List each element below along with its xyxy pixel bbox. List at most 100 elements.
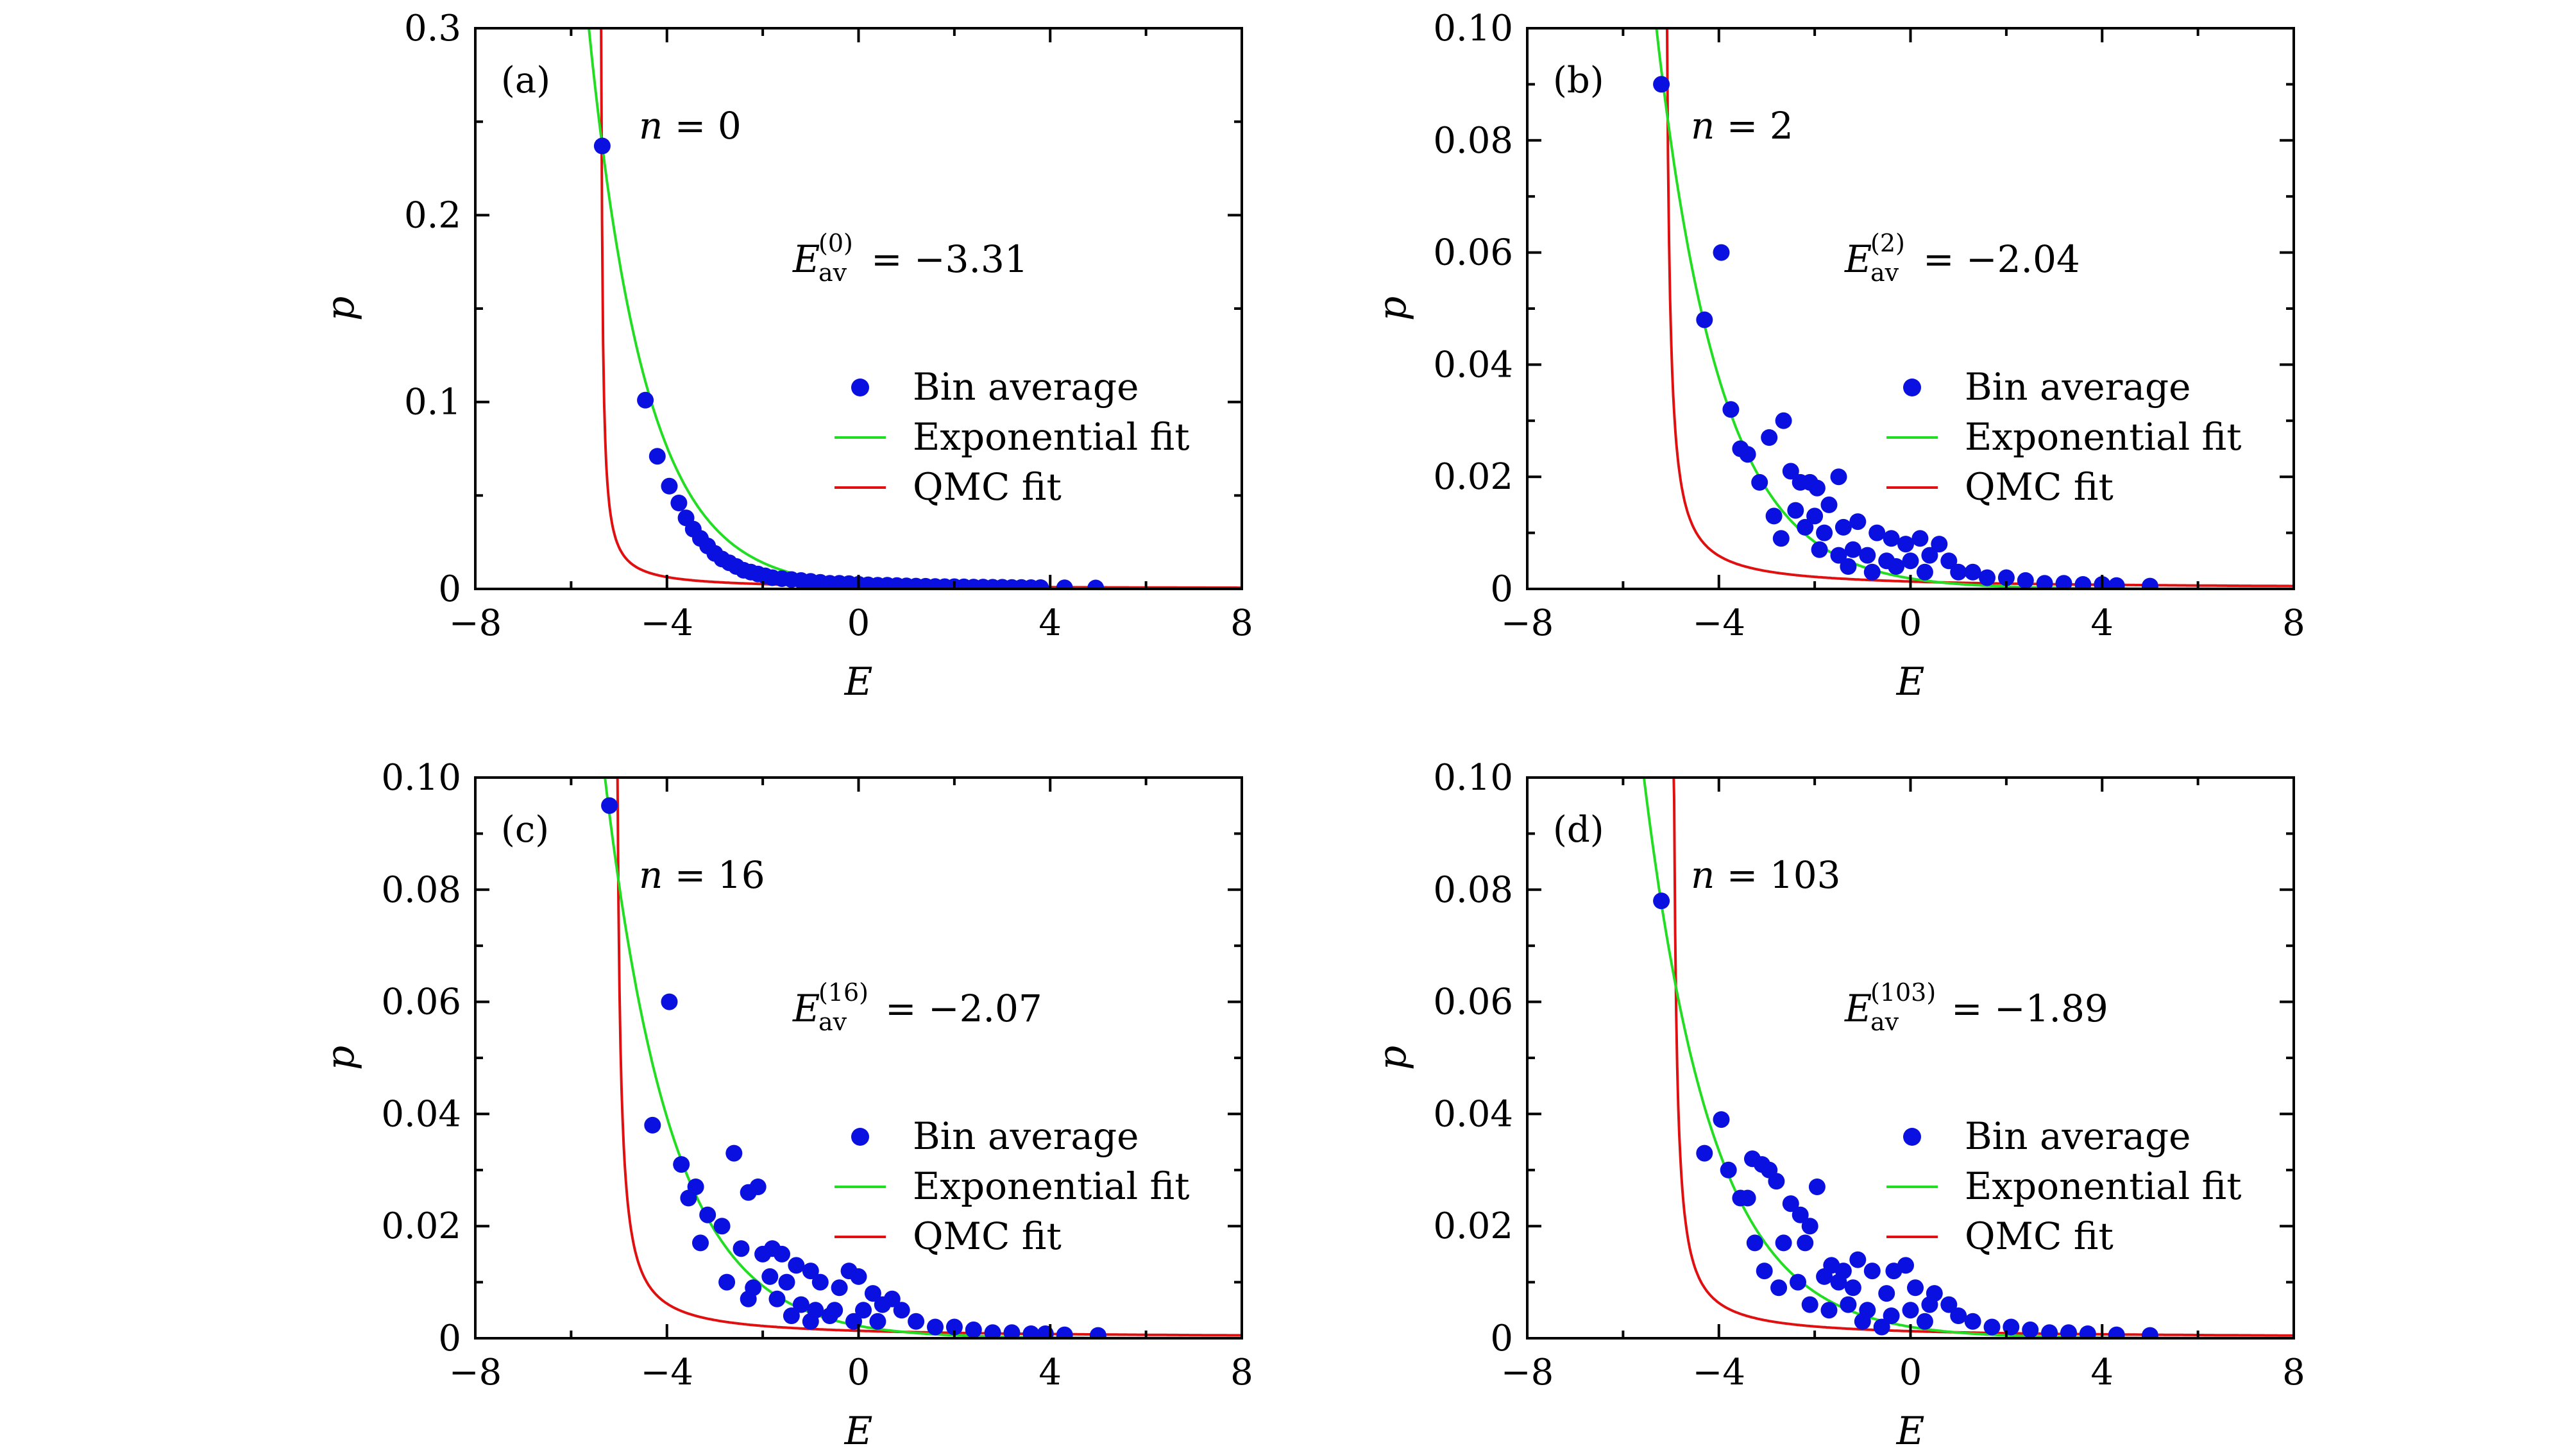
x-tick-label: 8 (1230, 1352, 1253, 1393)
x-tick-label: 0 (847, 1352, 870, 1393)
n-value: = 0 (663, 104, 741, 148)
data-point (1720, 1161, 1737, 1178)
data-point (965, 1321, 982, 1338)
data-point (927, 1318, 944, 1336)
data-point (680, 1189, 697, 1207)
data-point (601, 797, 618, 814)
n-annotation: n = 0 (639, 104, 741, 148)
data-point (718, 1273, 736, 1291)
eav-value: = −3.31 (871, 237, 1028, 281)
y-tick-label: 0.02 (381, 1205, 461, 1247)
data-point (1775, 412, 1792, 429)
y-tick-label: 0.04 (1433, 1093, 1513, 1135)
y-tick-label: 0.06 (381, 982, 461, 1023)
data-point (670, 495, 688, 511)
n-annotation: n = 2 (1691, 104, 1793, 148)
data-point (1653, 76, 1670, 93)
data-point (1964, 563, 1981, 581)
data-point (1806, 507, 1824, 525)
data-point (1782, 1195, 1799, 1212)
data-point (831, 1279, 848, 1297)
x-tick-label: −8 (1501, 602, 1554, 644)
x-tick-label: 0 (1899, 1352, 1922, 1393)
exponential-fit-curve (1642, 778, 2294, 1338)
y-tick-label: 0.06 (1433, 232, 1513, 274)
legend-label-points: Bin average (913, 1114, 1139, 1158)
data-point (1811, 541, 1828, 558)
legend-marker-points (1903, 1128, 1921, 1146)
data-point (1797, 518, 1814, 536)
data-point (1790, 1273, 1806, 1291)
data-point (1835, 518, 1852, 536)
data-point (1808, 1178, 1826, 1195)
y-tick-label: 0.08 (1433, 869, 1513, 911)
x-tick-label: 4 (1038, 1352, 1062, 1393)
legend-marker-points (1903, 379, 1921, 396)
data-point (1830, 468, 1847, 486)
data-point (1931, 536, 1948, 553)
eav-subscript: av (818, 259, 847, 287)
data-point (2060, 1324, 2077, 1338)
data-point (2074, 576, 2092, 589)
legend-label-exponential: Exponential fit (1965, 415, 2242, 459)
data-point (1022, 1325, 1040, 1338)
plot-frame (1526, 776, 2295, 1340)
data-point (1816, 524, 1833, 541)
data-point (1940, 1296, 1958, 1313)
x-axis-title: E (844, 1409, 873, 1454)
data-point (864, 1285, 881, 1302)
plot-area (1642, 778, 2294, 1338)
qmc-fit-curve (1672, 778, 2294, 1337)
y-tick-label: 0.04 (381, 1093, 461, 1135)
data-point (1983, 1318, 2001, 1336)
data-point (1782, 463, 1799, 480)
data-point (1916, 563, 1933, 581)
data-point (673, 1156, 690, 1173)
data-point (1844, 1279, 1861, 1297)
x-tick-label: 4 (1038, 602, 1062, 644)
legend-label-qmc: QMC fit (913, 1214, 1062, 1258)
eav-symbol: E (1844, 987, 1872, 1030)
y-tick-label: 0.08 (381, 869, 461, 911)
data-point (2017, 572, 2034, 589)
eav-superscript: (0) (818, 229, 853, 257)
y-tick-label: 0.06 (1433, 982, 1513, 1023)
x-axis-title: E (1896, 1409, 1925, 1454)
x-tick-label: −4 (640, 1352, 693, 1393)
data-point (2041, 1324, 2058, 1338)
x-tick-label: −4 (1692, 602, 1745, 644)
x-tick-label: 4 (2090, 1352, 2114, 1393)
n-variable: n (639, 104, 663, 148)
y-tick-label: 0 (1490, 568, 1513, 610)
data-point (1722, 401, 1740, 418)
data-point (1878, 1285, 1895, 1302)
data-point (1921, 1296, 1938, 1313)
data-point (1844, 541, 1861, 558)
data-point (1696, 1144, 1713, 1162)
y-tick-label: 0.02 (1433, 1205, 1513, 1247)
data-point (1820, 496, 1838, 513)
legend-marker-points (851, 379, 869, 396)
data-point (788, 1257, 805, 1274)
data-point (1746, 1234, 1763, 1252)
data-point (1883, 530, 1900, 547)
n-variable: n (1691, 104, 1715, 148)
data-point (1056, 1326, 1073, 1338)
data-point (1751, 473, 1768, 491)
panel-c: −8 −4 0 4 8 0 0.02 0.04 0.06 0.08 0.10 Ep (c) n = 16 E… (318, 757, 1253, 1454)
x-tick-label: 4 (2090, 602, 2114, 644)
exponential-fit-curve (604, 778, 1242, 1338)
n-value: = 16 (663, 853, 765, 897)
data-point (1772, 530, 1790, 547)
eav-value: = −2.07 (885, 987, 1042, 1030)
x-tick-label: −4 (640, 602, 693, 644)
data-point (1950, 563, 1967, 581)
data-point (733, 1240, 750, 1257)
data-point (802, 1263, 819, 1280)
data-point (1840, 558, 1857, 575)
panel-label: (b) (1553, 60, 1604, 101)
data-point (1873, 1318, 1890, 1336)
legend-label-qmc: QMC fit (1965, 465, 2114, 509)
panel-label: (c) (501, 809, 549, 851)
data-point (1907, 1279, 1924, 1297)
